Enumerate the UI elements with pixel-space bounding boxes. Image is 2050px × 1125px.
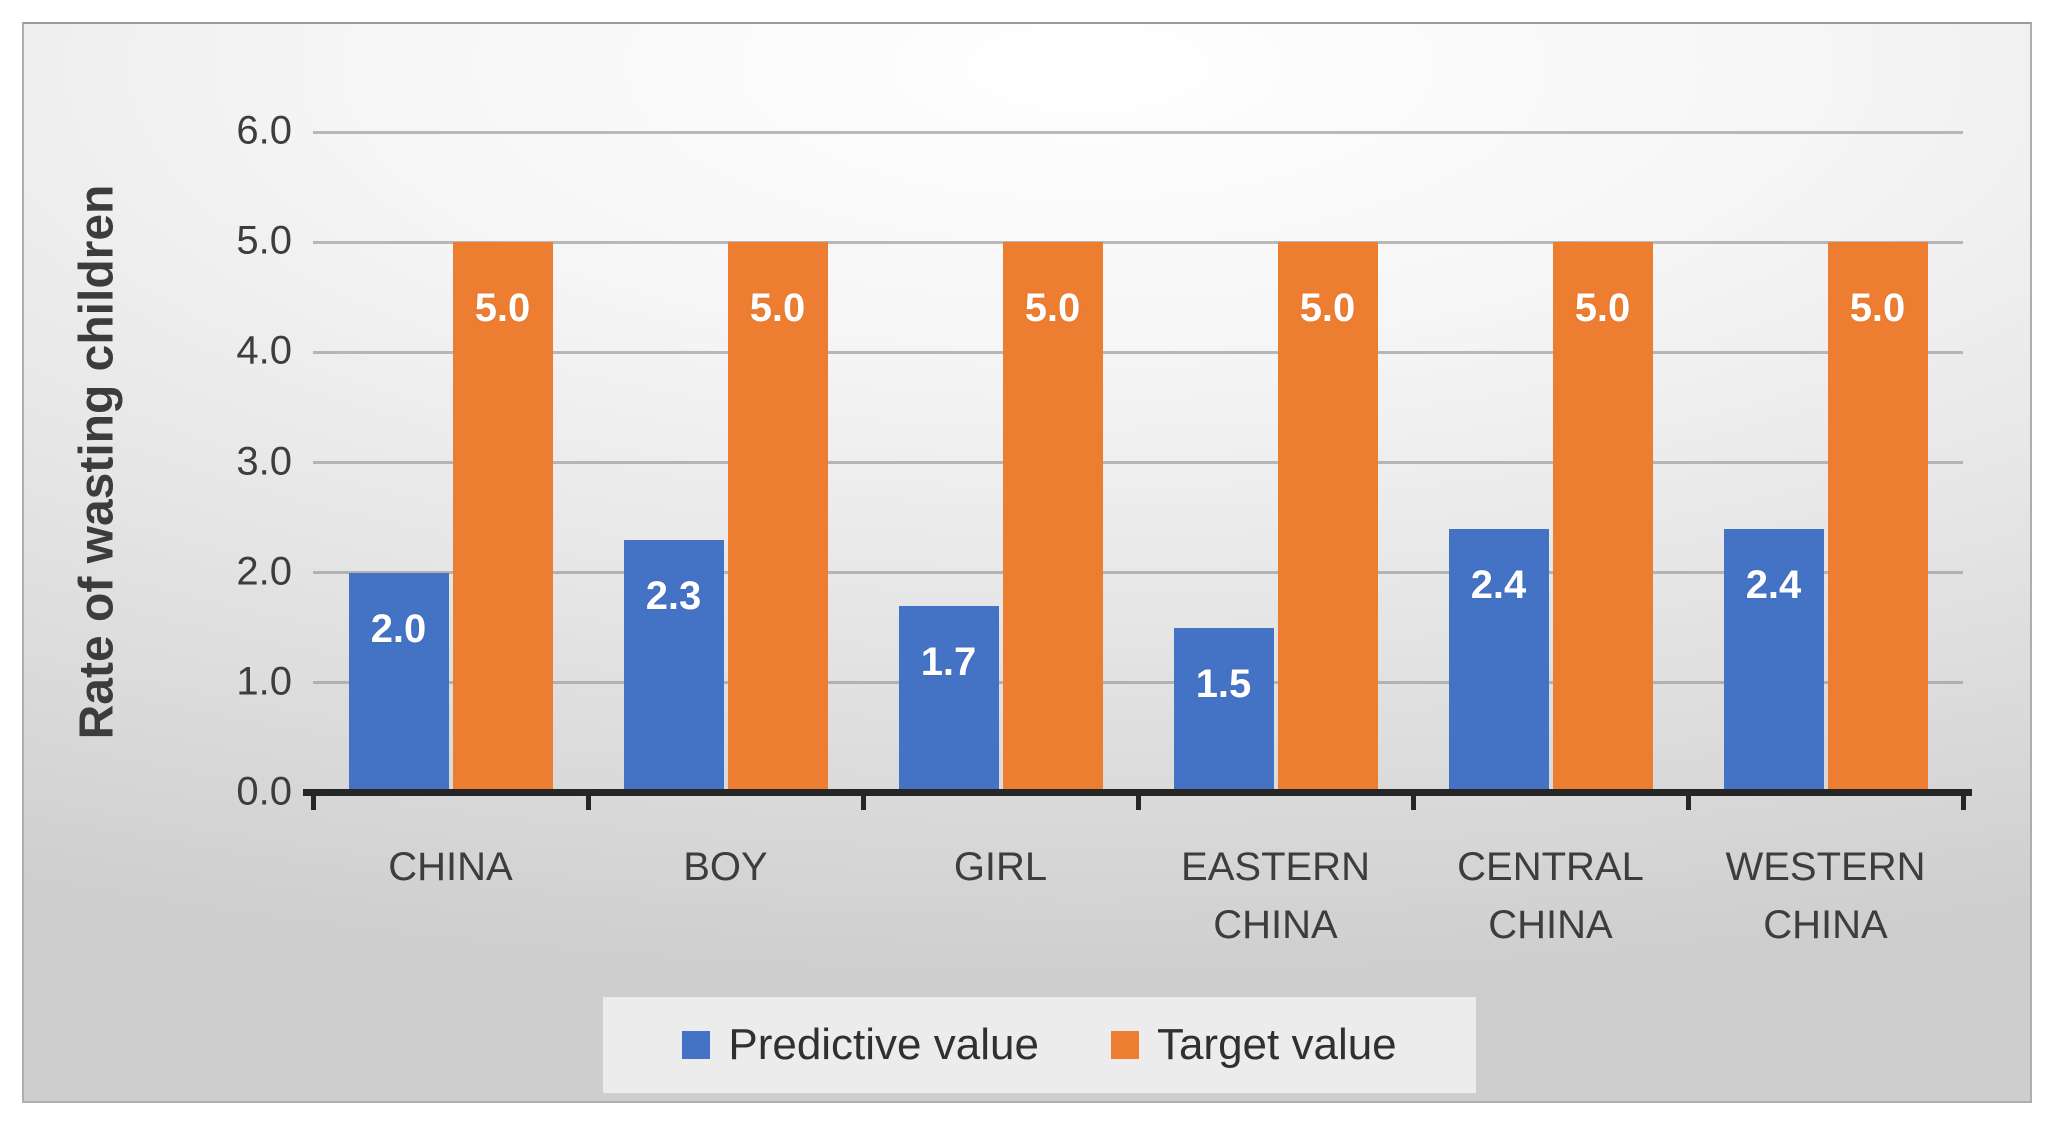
- gridline-2.0: [313, 571, 1963, 575]
- gridline-4.0: [313, 350, 1963, 354]
- bar-value-label: 2.0: [370, 606, 427, 651]
- bar-value-label: 5.0: [1849, 286, 1906, 331]
- bar-value-label: 5.0: [749, 286, 806, 331]
- x-category-label-girl: GIRL: [953, 845, 1048, 889]
- bar-predictive-value-western-china: 2.4: [1723, 528, 1824, 791]
- bar-target-value-central-china: 5.0: [1552, 242, 1653, 791]
- y-tick-label-2.0: 2.0: [236, 549, 292, 594]
- legend-swatch-icon: [1110, 1031, 1139, 1059]
- bar-predictive-value-boy: 2.3: [623, 539, 724, 791]
- gridline-3.0: [313, 461, 1963, 464]
- x-axis-tick: [585, 791, 591, 810]
- bar-target-value-girl: 5.0: [1002, 242, 1103, 791]
- gridline-5.0: [313, 240, 1963, 244]
- bar-value-label: 2.4: [1745, 562, 1802, 607]
- bar-predictive-value-girl: 1.7: [898, 605, 999, 791]
- legend-item-target-value: Target value: [1110, 1020, 1397, 1070]
- bar-value-label: 5.0: [1574, 286, 1631, 331]
- y-tick-label-0.0: 0.0: [236, 769, 292, 814]
- legend-label: Predictive value: [728, 1020, 1039, 1069]
- bar-value-label: 2.3: [645, 573, 702, 618]
- bar-predictive-value-central-china: 2.4: [1448, 528, 1549, 791]
- legend-label: Target value: [1156, 1020, 1397, 1069]
- legend-swatch-icon: [682, 1031, 711, 1059]
- y-tick-label-5.0: 5.0: [236, 218, 292, 263]
- bar-value-label: 5.0: [1024, 286, 1081, 331]
- x-axis-tick: [1960, 791, 1966, 810]
- x-axis-tick: [1685, 791, 1691, 810]
- y-tick-label-1.0: 1.0: [236, 659, 292, 704]
- bar-value-label: 2.4: [1470, 562, 1527, 607]
- bar-value-label: 1.5: [1195, 661, 1252, 706]
- y-tick-label-3.0: 3.0: [236, 439, 292, 484]
- x-axis-tick: [310, 791, 316, 810]
- y-tick-label-4.0: 4.0: [236, 328, 292, 373]
- x-category-label-central-china: CENTRAL CHINA: [1457, 845, 1644, 947]
- x-axis-tick: [860, 791, 866, 810]
- bar-target-value-boy: 5.0: [727, 242, 828, 791]
- bar-target-value-china: 5.0: [452, 242, 553, 791]
- y-axis-title: Rate of wasting children: [70, 184, 124, 740]
- bar-value-label: 1.7: [920, 639, 977, 684]
- x-category-label-western-china: WESTERN CHINA: [1725, 845, 1926, 947]
- bar-target-value-western-china: 5.0: [1827, 242, 1928, 791]
- gridline-1.0: [313, 681, 1963, 685]
- x-axis-tick: [1410, 791, 1416, 810]
- bar-value-label: 5.0: [1299, 286, 1356, 331]
- x-category-label-eastern-china: EASTERN CHINA: [1181, 845, 1370, 947]
- bar-predictive-value-china: 2.0: [348, 572, 449, 791]
- x-category-label-china: CHINA: [388, 845, 513, 889]
- y-tick-label-6.0: 6.0: [236, 108, 292, 153]
- bar-target-value-eastern-china: 5.0: [1277, 242, 1378, 791]
- bar-value-label: 5.0: [474, 286, 531, 331]
- legend-item-predictive-value: Predictive value: [682, 1020, 1039, 1070]
- legend: Predictive value Target value: [603, 997, 1476, 1093]
- gridline-6.0: [313, 130, 1963, 134]
- x-axis-tick: [1135, 791, 1141, 810]
- bar-predictive-value-eastern-china: 1.5: [1173, 627, 1274, 791]
- x-category-label-boy: BOY: [683, 845, 768, 889]
